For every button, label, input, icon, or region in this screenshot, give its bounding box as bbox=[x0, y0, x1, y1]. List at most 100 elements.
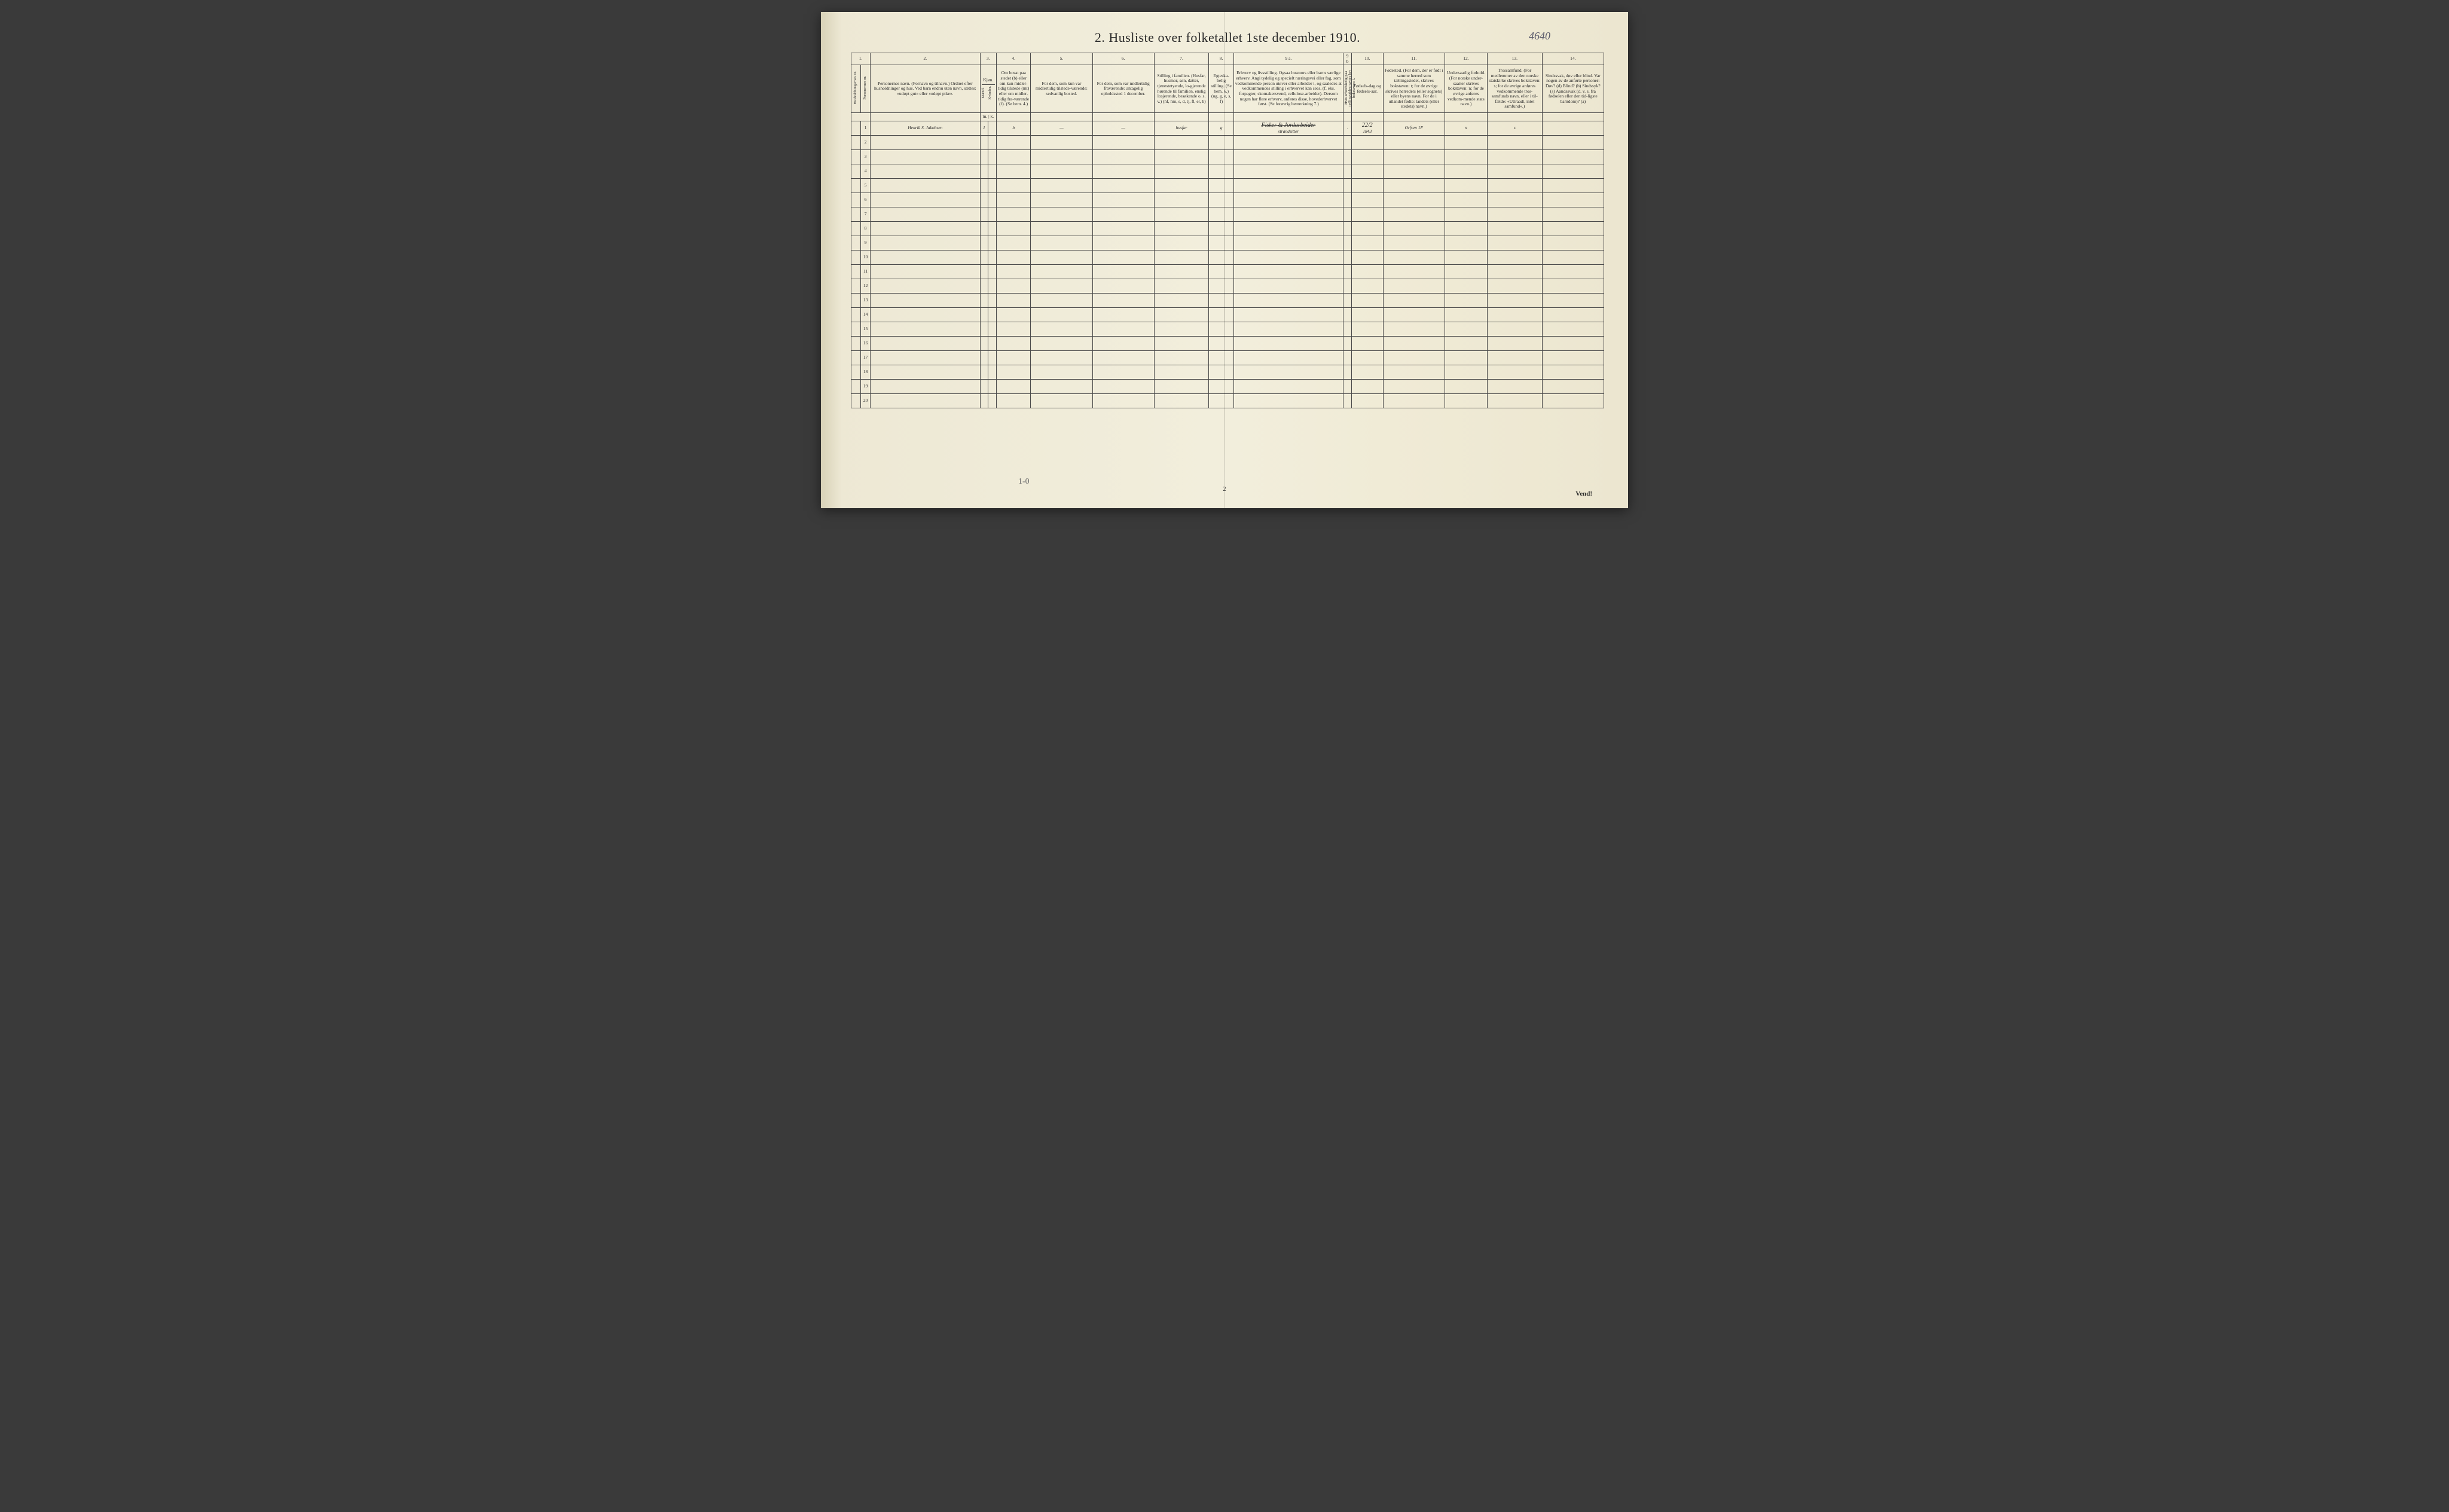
person-num: 1 bbox=[861, 121, 871, 135]
hdr-kjon: Kjøn. Mænd. Kvinder. bbox=[980, 65, 997, 113]
empty-cell bbox=[1351, 250, 1383, 264]
empty-cell bbox=[988, 193, 997, 207]
empty-cell bbox=[1154, 336, 1209, 350]
empty-cell bbox=[1209, 135, 1233, 149]
colnum-1: 1. bbox=[851, 53, 871, 65]
cell-sex-k bbox=[988, 121, 997, 135]
empty-cell bbox=[1445, 279, 1487, 293]
title-row: 2. Husliste over folketallet 1ste decemb… bbox=[851, 30, 1604, 45]
empty-cell bbox=[1542, 293, 1604, 307]
hdr-sindssvak: Sindssvak, døv eller blind. Var nogen av… bbox=[1542, 65, 1604, 113]
empty-cell bbox=[1487, 336, 1542, 350]
empty-cell bbox=[1445, 207, 1487, 221]
empty-cell bbox=[1209, 336, 1233, 350]
cell-birthplace: Orfsen 1F bbox=[1383, 121, 1445, 135]
empty-cell bbox=[1445, 221, 1487, 236]
empty-cell bbox=[1031, 221, 1092, 236]
empty-cell bbox=[1383, 135, 1445, 149]
empty-cell bbox=[871, 164, 980, 178]
empty-cell bbox=[1383, 350, 1445, 365]
empty-cell bbox=[988, 221, 997, 236]
empty-cell bbox=[1031, 264, 1092, 279]
empty-cell bbox=[988, 365, 997, 379]
household-num bbox=[851, 393, 861, 408]
empty-cell bbox=[1031, 236, 1092, 250]
empty-cell bbox=[1233, 193, 1343, 207]
empty-cell bbox=[1351, 236, 1383, 250]
empty-cell bbox=[1445, 336, 1487, 350]
empty-cell bbox=[871, 193, 980, 207]
empty-cell bbox=[1233, 250, 1343, 264]
sub-blank2 bbox=[871, 112, 980, 121]
empty-cell bbox=[980, 336, 988, 350]
empty-cell bbox=[1445, 149, 1487, 164]
empty-cell bbox=[1343, 149, 1352, 164]
empty-cell bbox=[997, 164, 1031, 178]
empty-cell bbox=[1383, 279, 1445, 293]
person-num: 2 bbox=[861, 135, 871, 149]
empty-cell bbox=[1233, 149, 1343, 164]
person-num: 4 bbox=[861, 164, 871, 178]
empty-cell bbox=[1445, 264, 1487, 279]
empty-cell bbox=[988, 393, 997, 408]
person-num: 7 bbox=[861, 207, 871, 221]
household-num bbox=[851, 193, 861, 207]
household-num bbox=[851, 207, 861, 221]
empty-cell bbox=[1351, 264, 1383, 279]
empty-cell bbox=[1031, 135, 1092, 149]
person-num: 8 bbox=[861, 221, 871, 236]
empty-cell bbox=[1445, 293, 1487, 307]
empty-cell bbox=[1487, 135, 1542, 149]
empty-cell bbox=[1383, 365, 1445, 379]
household-num bbox=[851, 336, 861, 350]
empty-cell bbox=[997, 149, 1031, 164]
hdr-trossamfund: Trossamfund. (For medlemmer av den norsk… bbox=[1487, 65, 1542, 113]
person-num: 15 bbox=[861, 322, 871, 336]
table-row: 4 bbox=[851, 164, 1604, 178]
empty-cell bbox=[1487, 293, 1542, 307]
empty-cell bbox=[997, 293, 1031, 307]
empty-cell bbox=[1542, 264, 1604, 279]
table-row: 19 bbox=[851, 379, 1604, 393]
empty-cell bbox=[1343, 322, 1352, 336]
empty-cell bbox=[1233, 322, 1343, 336]
sub-blank13 bbox=[1487, 112, 1542, 121]
empty-cell bbox=[1092, 264, 1154, 279]
empty-cell bbox=[980, 322, 988, 336]
empty-cell bbox=[1233, 221, 1343, 236]
empty-cell bbox=[997, 250, 1031, 264]
table-header: 1. 2. 3. 4. 5. 6. 7. 8. 9 a. 9 b 10. 11.… bbox=[851, 53, 1604, 121]
empty-cell bbox=[1209, 164, 1233, 178]
table-row: 16 bbox=[851, 336, 1604, 350]
empty-cell bbox=[1445, 307, 1487, 322]
colnum-13: 13. bbox=[1487, 53, 1542, 65]
empty-cell bbox=[1092, 279, 1154, 293]
empty-cell bbox=[1542, 221, 1604, 236]
empty-cell bbox=[1092, 193, 1154, 207]
empty-cell bbox=[1542, 178, 1604, 193]
person-num: 12 bbox=[861, 279, 871, 293]
hdr-husholdning: Husholdningernes nr. bbox=[851, 65, 861, 113]
sub-blank10 bbox=[1351, 112, 1383, 121]
cell-c14 bbox=[1542, 121, 1604, 135]
empty-cell bbox=[988, 322, 997, 336]
person-num: 13 bbox=[861, 293, 871, 307]
empty-cell bbox=[1343, 307, 1352, 322]
empty-cell bbox=[980, 178, 988, 193]
empty-cell bbox=[1209, 236, 1233, 250]
table-row: 7 bbox=[851, 207, 1604, 221]
empty-cell bbox=[1092, 307, 1154, 322]
table-row: 20 bbox=[851, 393, 1604, 408]
empty-cell bbox=[871, 350, 980, 365]
empty-cell bbox=[1092, 250, 1154, 264]
empty-cell bbox=[1383, 336, 1445, 350]
empty-cell bbox=[1487, 250, 1542, 264]
colnum-11: 11. bbox=[1383, 53, 1445, 65]
empty-cell bbox=[997, 236, 1031, 250]
hdr-undersaat: Undersaatlig forhold. (For norske under-… bbox=[1445, 65, 1487, 113]
table-row: 14 bbox=[851, 307, 1604, 322]
colnum-4: 4. bbox=[997, 53, 1031, 65]
column-number-row: 1. 2. 3. 4. 5. 6. 7. 8. 9 a. 9 b 10. 11.… bbox=[851, 53, 1604, 65]
empty-cell bbox=[871, 322, 980, 336]
empty-cell bbox=[1031, 307, 1092, 322]
